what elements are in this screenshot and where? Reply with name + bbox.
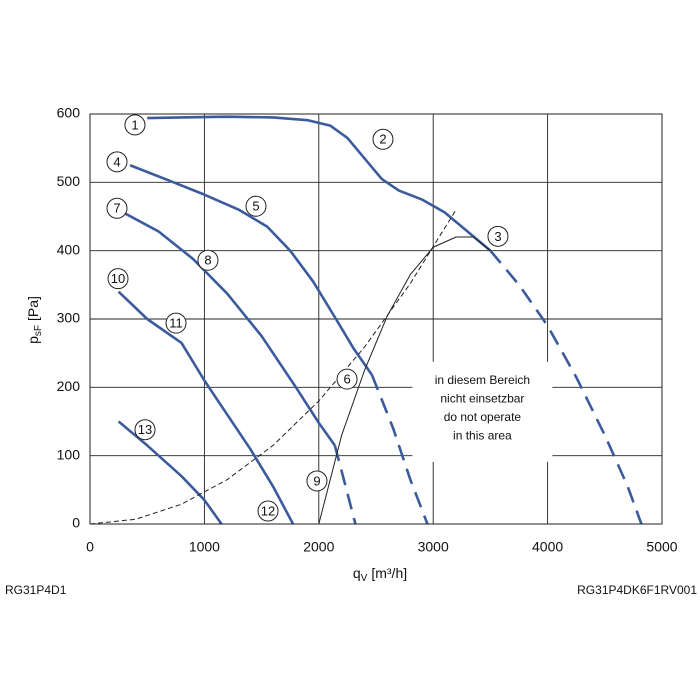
y-tick-label: 500 <box>57 173 81 189</box>
callout-circle <box>134 419 156 441</box>
x-tick-label: 2000 <box>303 539 334 555</box>
callout-circle <box>197 249 219 271</box>
x-tick-label: 3000 <box>418 539 449 555</box>
plot-frame <box>89 113 663 525</box>
y-label-main: p <box>25 336 41 344</box>
callout-circle <box>165 312 187 334</box>
y-tick-label: 300 <box>57 310 81 326</box>
x-label-sub: V <box>361 573 368 584</box>
note-text: nicht einsetzbar <box>440 392 524 406</box>
callout-circle <box>372 128 394 150</box>
footer-right: RG31P4DK6F1RV001 <box>577 583 697 597</box>
curve <box>489 249 643 525</box>
callout-circle <box>336 368 358 390</box>
callout-label: 2 <box>379 132 386 147</box>
x-axis-label: qV [m³/h] <box>353 565 407 584</box>
y-tick-label: 400 <box>57 241 81 257</box>
callout-label: 12 <box>261 503 275 518</box>
note-text: in diesem Bereich <box>435 373 530 387</box>
callout-circle <box>487 225 509 247</box>
curve <box>147 115 492 252</box>
y-label-sub: sF <box>33 325 44 336</box>
y-tick-label: 200 <box>57 378 81 394</box>
callout-circle <box>257 500 279 522</box>
x-label-unit: [m³/h] <box>371 565 407 581</box>
x-tick-label: 4000 <box>532 539 563 555</box>
callout-circle <box>306 470 328 492</box>
callout-label: 7 <box>113 201 120 216</box>
callout-label: 10 <box>111 271 125 286</box>
note-text: in this area <box>453 429 512 443</box>
x-label-main: q <box>353 565 361 581</box>
callout-circle <box>107 268 129 290</box>
curve <box>370 374 429 525</box>
curve <box>117 290 295 525</box>
callout-label: 8 <box>204 253 211 268</box>
curve <box>129 164 374 376</box>
callout-label: 13 <box>138 422 152 437</box>
y-label-unit: [Pa] <box>25 296 41 321</box>
callout-label: 3 <box>494 229 501 244</box>
x-tick-label: 1000 <box>189 539 220 555</box>
curve <box>318 236 491 525</box>
footer-left: RG31P4D1 <box>5 583 67 597</box>
curve <box>123 211 336 447</box>
callout-circle <box>124 114 146 136</box>
note-text: do not operate <box>444 410 522 424</box>
y-axis-label: psF [Pa] <box>25 296 44 344</box>
callout-circle <box>245 195 267 217</box>
callout-label: 4 <box>113 154 120 169</box>
curve <box>117 420 223 525</box>
callout-label: 1 <box>131 117 138 132</box>
callout-circle <box>106 151 128 173</box>
curve <box>89 209 457 525</box>
y-tick-label: 100 <box>57 446 81 462</box>
callout-label: 11 <box>169 316 183 331</box>
callout-label: 9 <box>313 473 320 488</box>
x-tick-label: 0 <box>86 539 94 555</box>
y-tick-label: 0 <box>72 515 80 531</box>
y-tick-label: 600 <box>57 105 81 121</box>
note-background <box>412 361 553 462</box>
x-tick-label: 5000 <box>646 539 677 555</box>
callout-circle <box>106 197 128 219</box>
callout-label: 5 <box>252 199 259 214</box>
callout-label: 6 <box>343 372 350 387</box>
curve <box>333 445 357 525</box>
